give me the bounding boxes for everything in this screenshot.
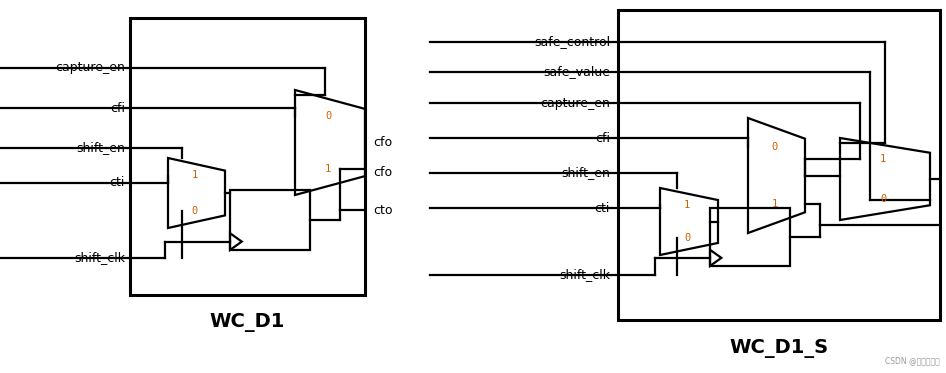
- Text: shift_clk: shift_clk: [559, 269, 610, 282]
- Text: 1: 1: [324, 164, 331, 174]
- Text: 1: 1: [880, 154, 886, 163]
- Text: shift_clk: shift_clk: [74, 251, 125, 264]
- Text: safe_value: safe_value: [543, 66, 610, 78]
- Text: shift_en: shift_en: [76, 141, 125, 154]
- Text: cfo: cfo: [373, 136, 393, 149]
- Bar: [710, 208, 790, 266]
- Text: cfi: cfi: [110, 101, 125, 115]
- Text: 0: 0: [324, 111, 331, 121]
- Text: 1: 1: [771, 199, 778, 209]
- Bar: [230, 190, 310, 250]
- Text: 1: 1: [191, 170, 198, 181]
- Text: shift_en: shift_en: [561, 166, 610, 179]
- Text: cfo: cfo: [373, 166, 393, 179]
- Text: 0: 0: [880, 194, 886, 204]
- Bar: [618, 10, 940, 320]
- Text: WC_D1: WC_D1: [210, 313, 285, 332]
- Bar: [130, 18, 365, 295]
- Text: 0: 0: [771, 142, 778, 152]
- Text: 0: 0: [191, 206, 198, 216]
- Text: WC_D1_S: WC_D1_S: [729, 339, 829, 357]
- Text: CSDN @旺旺小小书: CSDN @旺旺小小书: [885, 356, 940, 365]
- Text: cti: cti: [110, 176, 125, 189]
- Text: 1: 1: [684, 200, 691, 210]
- Text: safe_control: safe_control: [534, 35, 610, 48]
- Text: cfi: cfi: [595, 132, 610, 144]
- Text: 0: 0: [684, 233, 691, 243]
- Text: capture_en: capture_en: [540, 97, 610, 110]
- Text: cti: cti: [595, 201, 610, 214]
- Text: capture_en: capture_en: [55, 62, 125, 75]
- Text: cto: cto: [373, 204, 393, 216]
